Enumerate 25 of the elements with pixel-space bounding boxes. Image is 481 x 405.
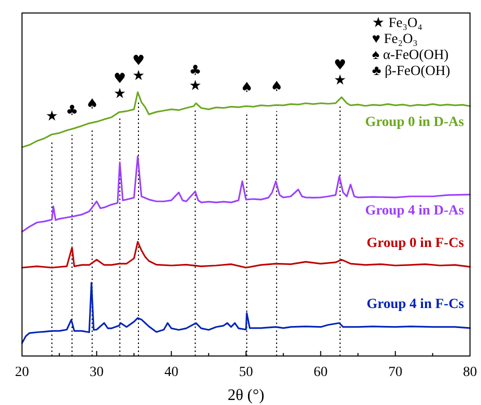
ref-line-label: ♠: [86, 96, 98, 113]
text: ♥ Fe₂O₃: [372, 32, 418, 47]
ref-line-label: ♥ ★: [334, 58, 346, 89]
series-label: Group 0 in D-As: [365, 115, 465, 130]
x-tick-label: 30: [90, 365, 104, 380]
ref-line-label: ♥ ★: [114, 71, 126, 102]
text: ★ Fe₃O₄: [372, 16, 422, 31]
text: ♣ β-FeO(OH): [372, 64, 450, 79]
ref-line-label: ♠: [240, 80, 254, 96]
ref-line-label: ♥ ★: [132, 53, 145, 84]
ref-line-label: ♣: [66, 102, 78, 119]
x-tick-label: 50: [239, 365, 253, 380]
x-tick-label: 60: [314, 365, 328, 380]
x-tick-label: 80: [463, 365, 477, 380]
ref-line-label: ♣ ★: [188, 63, 202, 94]
x-tick-label: 20: [15, 365, 29, 380]
x-axis-title: 2θ (°): [228, 387, 264, 404]
series-label: Group 4 in D-As: [365, 204, 465, 219]
ref-line-label: ★: [46, 108, 58, 124]
text: ♠ α-FeO(OH): [372, 48, 449, 63]
ref-line-label: ♠: [270, 79, 283, 96]
x-tick-label: 70: [388, 365, 402, 380]
series-label: Group 4 in F-Cs: [366, 297, 465, 312]
series-label: Group 0 in F-Cs: [366, 236, 465, 251]
x-tick-label: 40: [164, 365, 178, 380]
